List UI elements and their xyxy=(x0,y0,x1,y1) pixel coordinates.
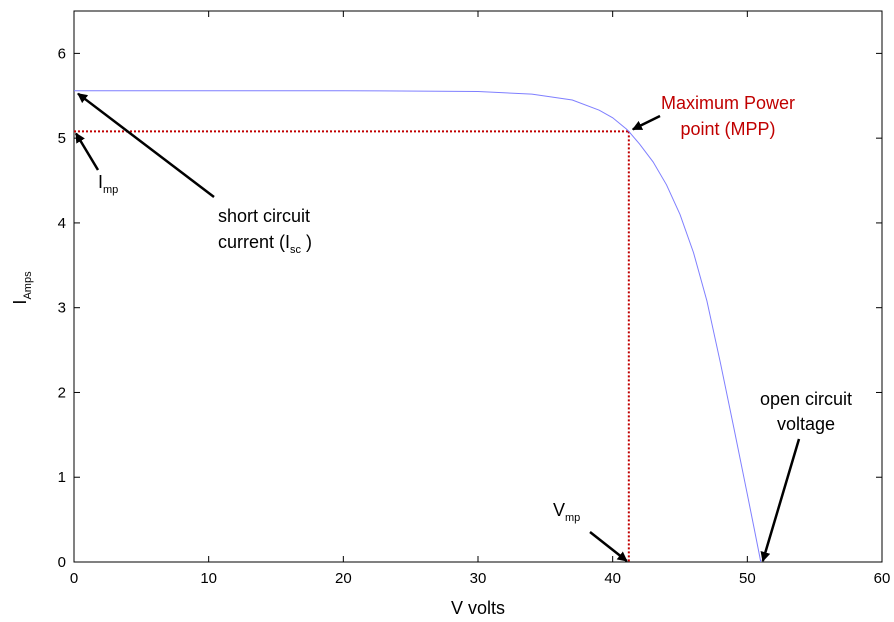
x-tick-label: 60 xyxy=(874,570,891,587)
isc-label-line1: short circuit xyxy=(218,206,310,226)
y-tick-label: 3 xyxy=(58,300,66,317)
mpp-label-line2: point (MPP) xyxy=(680,119,775,139)
y-tick-label: 2 xyxy=(58,384,66,401)
y-tick-label: 0 xyxy=(58,554,66,571)
voc-label-line1: open circuit xyxy=(760,389,852,409)
voc-label-line2: voltage xyxy=(777,414,835,434)
x-tick-label: 40 xyxy=(604,570,621,587)
y-tick-label: 6 xyxy=(58,45,66,62)
y-axis-label: IAmps xyxy=(10,271,34,305)
y-tick-label: 4 xyxy=(58,215,66,232)
y-tick-label: 5 xyxy=(58,130,66,147)
x-tick-label: 0 xyxy=(70,570,78,587)
y-axis-label-sub: Amps xyxy=(22,271,34,300)
x-axis-label: V volts xyxy=(451,598,505,618)
svg-text:IAmps: IAmps xyxy=(10,271,34,305)
x-tick-label: 20 xyxy=(335,570,352,587)
x-tick-label: 50 xyxy=(739,570,756,587)
mpp-label-line1: Maximum Power xyxy=(661,93,795,113)
x-tick-label: 10 xyxy=(200,570,217,587)
y-tick-label: 1 xyxy=(58,469,66,486)
x-tick-label: 30 xyxy=(470,570,487,587)
